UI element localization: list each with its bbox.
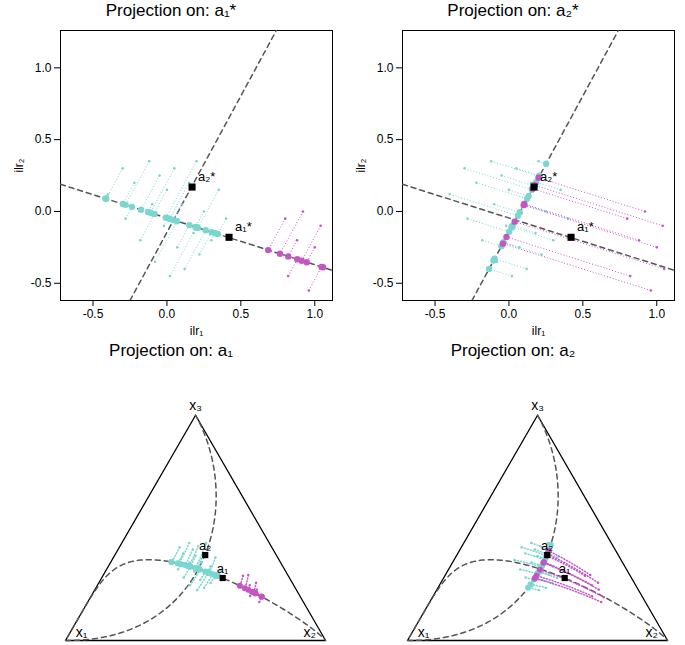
svg-text:0.0: 0.0 xyxy=(501,307,518,321)
svg-text:-0.5: -0.5 xyxy=(373,276,394,290)
svg-text:-0.5: -0.5 xyxy=(425,307,446,321)
svg-text:-0.5: -0.5 xyxy=(31,276,52,290)
svg-text:x₃: x₃ xyxy=(189,397,202,413)
svg-text:x₁: x₁ xyxy=(418,624,430,640)
svg-text:0.5: 0.5 xyxy=(575,307,592,321)
svg-text:0.0: 0.0 xyxy=(377,204,394,218)
svg-text:a₁: a₁ xyxy=(559,561,571,576)
svg-text:0.0: 0.0 xyxy=(35,204,52,218)
svg-text:x₁: x₁ xyxy=(76,624,88,640)
html-text:Projection on: a₂: Projection on: a₂ xyxy=(450,341,576,360)
svg-text:x₂: x₂ xyxy=(645,624,657,640)
svg-text:1.0: 1.0 xyxy=(377,61,394,75)
svg-text:a₂*: a₂* xyxy=(540,169,557,184)
svg-text:x₂: x₂ xyxy=(303,624,315,640)
svg-text:1.0: 1.0 xyxy=(648,307,665,321)
svg-text:a₁*: a₁* xyxy=(235,219,252,234)
svg-text:-0.5: -0.5 xyxy=(83,307,104,321)
svg-text:1.0: 1.0 xyxy=(35,61,52,75)
svg-text:a₂: a₂ xyxy=(541,538,553,553)
svg-text:a₁: a₁ xyxy=(217,561,229,576)
svg-text:a₂: a₂ xyxy=(199,538,211,553)
html-text:Projection on: a₁: Projection on: a₁ xyxy=(109,341,233,360)
svg-text:ilr₁: ilr₁ xyxy=(190,324,203,338)
svg-text:a₁*: a₁* xyxy=(577,219,594,234)
html-text:Projection on: a₁*: Projection on: a₁* xyxy=(105,1,237,20)
svg-text:0.0: 0.0 xyxy=(159,307,176,321)
html-text:Projection on: a₂*: Projection on: a₂* xyxy=(447,1,579,20)
svg-text:a₂*: a₂* xyxy=(198,169,215,184)
svg-text:ilr₂: ilr₂ xyxy=(354,158,368,172)
svg-text:0.5: 0.5 xyxy=(377,132,394,146)
svg-text:1.0: 1.0 xyxy=(306,307,323,321)
svg-text:0.5: 0.5 xyxy=(35,132,52,146)
svg-text:ilr₁: ilr₁ xyxy=(532,324,545,338)
svg-text:0.5: 0.5 xyxy=(233,307,250,321)
svg-text:x₃: x₃ xyxy=(531,397,544,413)
svg-text:ilr₂: ilr₂ xyxy=(12,158,26,172)
